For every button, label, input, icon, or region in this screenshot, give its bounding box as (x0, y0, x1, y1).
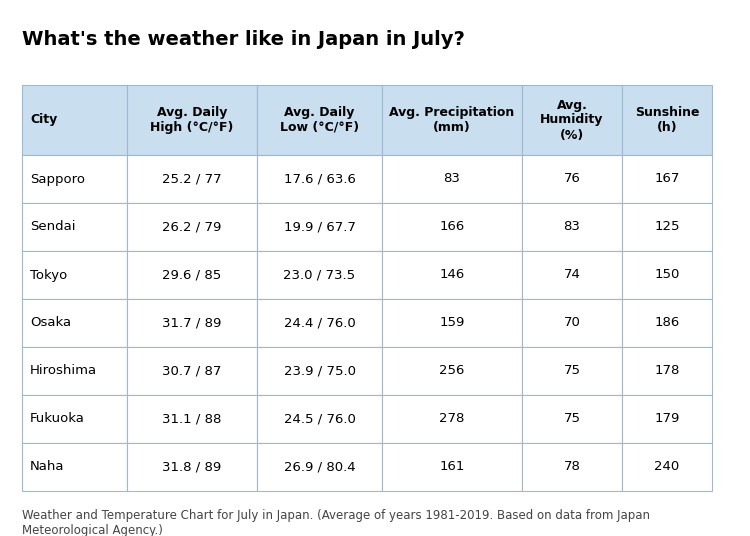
Bar (522, 203, 622, 251)
Text: 24.4 / 76.0: 24.4 / 76.0 (284, 316, 356, 330)
Text: Sunshine
(h): Sunshine (h) (634, 106, 699, 134)
Text: Tokyo: Tokyo (30, 269, 68, 281)
Text: 146: 146 (440, 269, 464, 281)
Bar (257, 395, 382, 443)
Text: City: City (30, 114, 57, 126)
Text: Avg. Daily
High (°C/°F): Avg. Daily High (°C/°F) (150, 106, 234, 134)
Bar (22, 203, 127, 251)
Text: 76: 76 (563, 173, 580, 185)
Text: 125: 125 (654, 220, 680, 234)
Text: 161: 161 (440, 460, 465, 473)
Bar (257, 347, 382, 395)
Text: 23.0 / 73.5: 23.0 / 73.5 (284, 269, 356, 281)
Bar (22, 251, 127, 299)
Bar (257, 203, 382, 251)
Text: Sapporo: Sapporo (30, 173, 85, 185)
Text: 75: 75 (563, 364, 580, 377)
Text: Weather and Temperature Chart for July in Japan. (Average of years 1981-2019. Ba: Weather and Temperature Chart for July i… (22, 509, 650, 536)
Bar (257, 251, 382, 299)
Text: 78: 78 (563, 460, 580, 473)
Bar (257, 85, 382, 155)
Bar (257, 443, 382, 491)
Bar (522, 395, 622, 443)
Text: 83: 83 (443, 173, 460, 185)
Text: 74: 74 (563, 269, 580, 281)
Text: 240: 240 (654, 460, 680, 473)
Bar (622, 395, 712, 443)
Text: 31.8 / 89: 31.8 / 89 (162, 460, 222, 473)
Bar (382, 155, 522, 203)
Bar (127, 203, 257, 251)
Bar (22, 443, 127, 491)
Text: Avg. Daily
Low (°C/°F): Avg. Daily Low (°C/°F) (280, 106, 359, 134)
Bar (22, 155, 127, 203)
Bar (522, 299, 622, 347)
Bar (127, 85, 257, 155)
Text: Avg.
Humidity
(%): Avg. Humidity (%) (540, 99, 604, 142)
Bar (382, 85, 522, 155)
Bar (522, 85, 622, 155)
Bar (382, 347, 522, 395)
Text: 167: 167 (654, 173, 680, 185)
Bar (257, 155, 382, 203)
Bar (127, 347, 257, 395)
Text: 26.2 / 79: 26.2 / 79 (162, 220, 222, 234)
Text: Avg. Precipitation
(mm): Avg. Precipitation (mm) (389, 106, 514, 134)
Text: What's the weather like in Japan in July?: What's the weather like in Japan in July… (22, 30, 465, 49)
Text: 159: 159 (440, 316, 465, 330)
Text: 30.7 / 87: 30.7 / 87 (162, 364, 222, 377)
Text: 179: 179 (654, 413, 680, 426)
Bar (22, 299, 127, 347)
Text: Osaka: Osaka (30, 316, 71, 330)
Text: 186: 186 (654, 316, 680, 330)
Text: 31.1 / 88: 31.1 / 88 (162, 413, 222, 426)
Bar (522, 251, 622, 299)
Bar (127, 299, 257, 347)
Text: Hiroshima: Hiroshima (30, 364, 98, 377)
Bar (127, 443, 257, 491)
Text: 150: 150 (654, 269, 680, 281)
Bar (622, 299, 712, 347)
Text: 25.2 / 77: 25.2 / 77 (162, 173, 222, 185)
Text: 17.6 / 63.6: 17.6 / 63.6 (284, 173, 356, 185)
Text: 75: 75 (563, 413, 580, 426)
Bar (622, 443, 712, 491)
Text: 256: 256 (440, 364, 465, 377)
Bar (382, 395, 522, 443)
Text: Fukuoka: Fukuoka (30, 413, 85, 426)
Bar (622, 251, 712, 299)
Bar (622, 347, 712, 395)
Text: 24.5 / 76.0: 24.5 / 76.0 (284, 413, 356, 426)
Bar (522, 443, 622, 491)
Bar (382, 203, 522, 251)
Bar (622, 203, 712, 251)
Bar (382, 251, 522, 299)
Text: 178: 178 (654, 364, 680, 377)
Text: 31.7 / 89: 31.7 / 89 (162, 316, 222, 330)
Bar (127, 155, 257, 203)
Bar (382, 443, 522, 491)
Text: 23.9 / 75.0: 23.9 / 75.0 (284, 364, 356, 377)
Bar (22, 347, 127, 395)
Text: 19.9 / 67.7: 19.9 / 67.7 (284, 220, 356, 234)
Bar (382, 299, 522, 347)
Text: 83: 83 (563, 220, 580, 234)
Bar (127, 251, 257, 299)
Text: 278: 278 (440, 413, 465, 426)
Text: Naha: Naha (30, 460, 64, 473)
Bar (622, 155, 712, 203)
Text: 166: 166 (440, 220, 464, 234)
Bar (522, 155, 622, 203)
Bar (22, 395, 127, 443)
Bar (22, 85, 127, 155)
Bar (257, 299, 382, 347)
Bar (127, 395, 257, 443)
Bar (622, 85, 712, 155)
Text: 26.9 / 80.4: 26.9 / 80.4 (284, 460, 356, 473)
Text: Sendai: Sendai (30, 220, 76, 234)
Text: 29.6 / 85: 29.6 / 85 (162, 269, 222, 281)
Bar (522, 347, 622, 395)
Text: 70: 70 (563, 316, 580, 330)
